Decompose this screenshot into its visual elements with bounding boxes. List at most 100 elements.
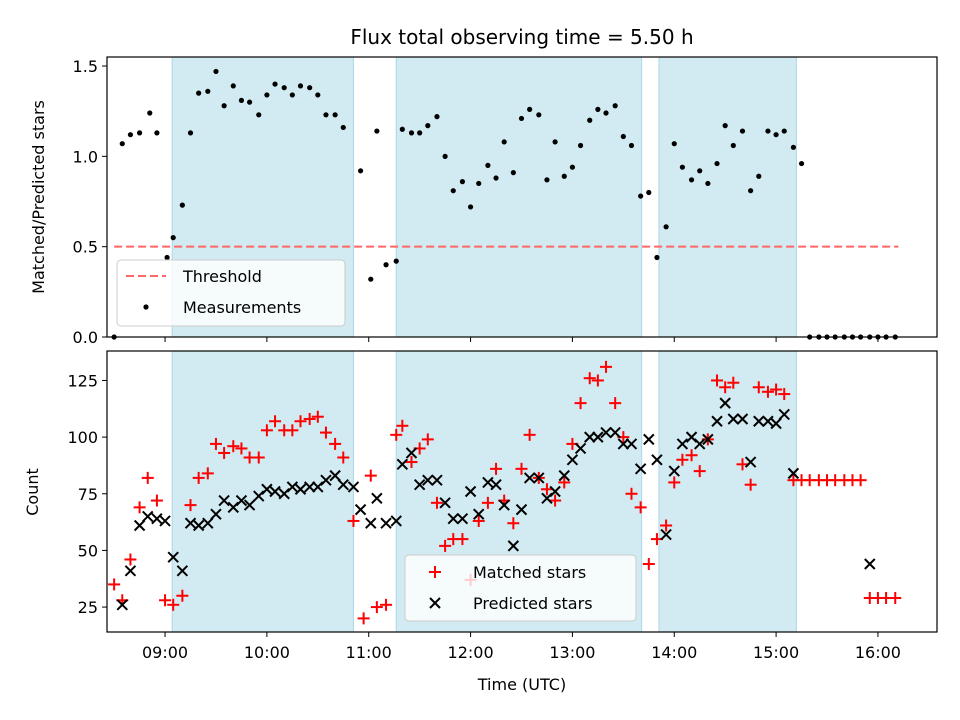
predicted-stars-point (651, 454, 663, 466)
measurements-legend-swatch (143, 304, 149, 310)
measurement-point (127, 132, 134, 138)
predicted-stars-stroke (354, 503, 367, 516)
measurement-point (393, 258, 399, 264)
predicted-stars-stroke (617, 438, 630, 450)
predicted-stars-stroke (609, 426, 621, 439)
predicted-stars-stroke (269, 485, 281, 498)
predicted-stars-point (286, 481, 299, 493)
measurement-point (164, 254, 170, 261)
measurement-point (773, 132, 779, 138)
predicted-stars-point (431, 474, 443, 486)
measurement-point (374, 128, 380, 134)
predicted-stars-point (235, 494, 248, 507)
observing-interval (658, 56, 797, 338)
matched-legend-label: Matched stars (473, 563, 586, 582)
chart-title: Flux total observing time = 5.50 h (350, 25, 693, 49)
predicted-stars-point (396, 458, 409, 471)
matched-stars-point (218, 446, 231, 459)
predicted-stars-stroke (490, 478, 502, 491)
predicted-legend-swatch (429, 597, 441, 609)
measurement-point (569, 164, 576, 170)
matched-stars-point (235, 442, 248, 455)
predicted-stars-stroke (727, 413, 740, 425)
measurement-point (722, 123, 728, 129)
measurement-point (527, 106, 533, 112)
predicted-stars-point (617, 438, 630, 450)
measurement-point (119, 141, 125, 147)
predicted-stars-point (753, 415, 765, 427)
predicted-stars-stroke (303, 481, 316, 493)
matched-stars-point (390, 428, 403, 441)
predicted-stars-stroke (243, 499, 256, 511)
predicted-stars-stroke (566, 454, 579, 466)
predicted-stars-point (864, 558, 876, 570)
x-axis-label: Time (UTC) (477, 675, 566, 694)
measurement-point (714, 160, 720, 167)
matched-stars-point (176, 589, 189, 602)
predicted-stars-stroke (676, 438, 689, 450)
predicted-stars-point (176, 565, 189, 577)
matched-stars-point (854, 474, 867, 487)
matched-stars-point (456, 533, 469, 546)
predicted-stars-stroke (320, 474, 332, 486)
predicted-stars-point (192, 519, 205, 532)
predicted-stars-stroke (371, 492, 383, 505)
predicted-stars-point (269, 485, 281, 498)
count-legend: Matched stars Predicted stars (404, 554, 637, 622)
matched-stars-point (319, 426, 332, 439)
count-legend-box (404, 554, 637, 622)
predicted-stars-stroke (159, 515, 171, 527)
matched-stars-point (252, 451, 265, 464)
predicted-stars-point (634, 463, 647, 475)
predicted-stars-stroke (176, 565, 189, 577)
ratio-legend: Threshold Measurements (116, 259, 346, 327)
predicted-stars-point (482, 476, 494, 489)
matched-stars-point (490, 462, 503, 475)
predicted-stars-stroke (736, 413, 749, 425)
matched-stars-point (727, 376, 740, 389)
matched-stars-point (260, 424, 273, 437)
count-panel-frame (106, 350, 938, 633)
measurement-point (256, 112, 262, 118)
predicted-stars-stroke (549, 485, 561, 498)
measurement-point (536, 112, 542, 118)
matched-legend-swatch (429, 566, 441, 578)
ratio-legend-box (116, 259, 346, 327)
measurement-point (246, 99, 253, 105)
matched-stars-point (549, 494, 562, 507)
matched-stars-point (693, 465, 706, 478)
predicted-stars-stroke (210, 508, 222, 520)
predicted-stars-point (218, 494, 230, 507)
predicted-stars-stroke (405, 447, 418, 459)
predicted-stars-point (413, 478, 426, 491)
matched-stars-point (761, 385, 774, 398)
predicted-stars-point (261, 483, 273, 495)
measurement-point (798, 160, 805, 167)
predicted-stars-stroke (787, 467, 800, 480)
measurement-point (561, 173, 567, 179)
measurement-point (459, 179, 466, 185)
matched-stars-point (364, 469, 377, 482)
matched-stars-point (167, 598, 180, 611)
ratio-panel-frame (106, 56, 938, 338)
matched-stars-point (625, 487, 638, 500)
predicted-stars-stroke (864, 558, 876, 570)
measurement-point (781, 128, 787, 134)
matched-stars-point (515, 462, 528, 475)
matched-stars-point (380, 598, 393, 611)
predicted-stars-stroke (778, 408, 790, 421)
predicted-stars-stroke (702, 433, 714, 446)
predicted-stars-stroke (447, 512, 459, 525)
predicted-stars-point (303, 481, 316, 493)
predicted-stars-stroke (464, 485, 477, 498)
matched-stars-point (609, 397, 622, 410)
matched-stars-point (108, 578, 121, 591)
matched-stars-point (201, 467, 214, 480)
measurement-point (493, 175, 499, 181)
measurement-point (230, 83, 236, 89)
measurement-point (705, 180, 711, 187)
predicted-stars-stroke (329, 469, 341, 482)
predicted-stars-stroke (643, 433, 655, 446)
measurement-point (544, 177, 550, 183)
count-panel: 09:00 10:00 11:00 12:00 13:00 14:00 15:00 16:00… (23, 350, 938, 694)
